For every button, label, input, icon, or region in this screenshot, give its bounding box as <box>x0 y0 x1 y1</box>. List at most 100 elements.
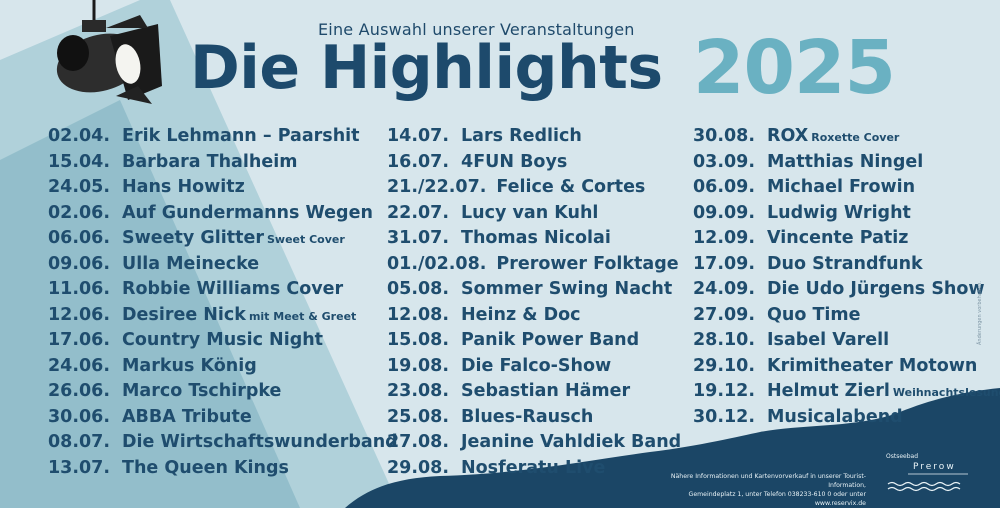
event-date: 27.08. <box>387 432 450 452</box>
event-item: 27.09. Quo Time <box>693 303 1000 329</box>
event-date: 24.06. <box>48 355 111 376</box>
event-item: 08.07. Die Wirtschaftswunderband <box>48 430 398 456</box>
event-date: 16.07. <box>387 151 450 172</box>
event-date: 11.06. <box>48 279 111 299</box>
event-name: Ulla Meinecke <box>122 253 260 274</box>
event-item: 22.07. Lucy van Kuhl <box>387 201 681 227</box>
event-name: Die Udo Jürgens Show <box>767 279 985 299</box>
event-item: 15.04. Barbara Thalheim <box>48 150 398 176</box>
event-name: Nosferatu Live <box>461 457 606 478</box>
event-date: 30.06. <box>48 406 111 427</box>
event-date: 03.09. <box>693 151 756 172</box>
event-date: 17.06. <box>48 330 111 350</box>
wave-lines-icon <box>887 481 961 492</box>
event-date: 06.09. <box>693 177 756 197</box>
event-column-2: 14.07. Lars Redlich 16.07. 4FUN Boys 21./2… <box>387 124 681 481</box>
event-date: 28.10. <box>693 330 756 350</box>
event-item: 16.07. 4FUN Boys <box>387 150 681 176</box>
event-item: 17.06. Country Music Night <box>48 328 398 354</box>
event-name: Hans Howitz <box>122 177 245 197</box>
event-item: 12.09. Vincente Patiz <box>693 226 1000 252</box>
event-name: Vincente Patiz <box>767 228 909 248</box>
event-date: 29.08. <box>387 457 450 478</box>
logo-subtitle: Ostseebad <box>886 453 919 460</box>
event-note: mit Meet & Greet <box>248 309 357 323</box>
event-item: 03.09. Matthias Ningel <box>693 150 1000 176</box>
event-item: 06.06. Sweety Glitter Sweet Cover <box>48 226 398 252</box>
event-item: 19.08. Die Falco-Show <box>387 354 681 380</box>
event-item: 29.10. Krimitheater Motown <box>693 354 1000 380</box>
event-name: Isabel Varell <box>767 330 890 350</box>
event-date: 31.07. <box>387 228 450 248</box>
event-name: Jeanine Vahldiek Band <box>461 432 682 452</box>
event-date: 21./22.07. <box>387 177 487 197</box>
event-date: 05.08. <box>387 279 450 299</box>
event-date: 12.09. <box>693 228 756 248</box>
event-name: Die Wirtschaftswunderband <box>122 432 398 452</box>
event-date: 19.12. <box>693 381 756 401</box>
event-name: Lucy van Kuhl <box>461 202 599 223</box>
event-date: 12.08. <box>387 304 450 325</box>
event-name: Sebastian Hämer <box>461 381 631 401</box>
event-date: 27.09. <box>693 304 756 325</box>
event-item: 19.12. Helmut Zierl Weihnachtslesung <box>693 379 1000 405</box>
event-name: Erik Lehmann – Paarshit <box>122 126 360 146</box>
event-date: 24.05. <box>48 177 111 197</box>
event-item: 30.12. Musicalabend <box>693 405 1000 431</box>
event-item: 21./22.07. Felice & Cortes <box>387 175 681 201</box>
event-date: 15.04. <box>48 151 111 172</box>
event-date: 17.09. <box>693 253 756 274</box>
event-item: 29.08. Nosferatu Live <box>387 456 681 482</box>
event-name: Robbie Williams Cover <box>122 279 344 299</box>
event-item: 26.06. Marco Tschirpke <box>48 379 398 405</box>
event-name: Quo Time <box>767 304 861 325</box>
event-item: 28.10. Isabel Varell <box>693 328 1000 354</box>
event-item: 01./02.08. Prerower Folktage <box>387 252 681 278</box>
event-date: 30.08. <box>693 126 756 146</box>
event-name: Heinz & Doc <box>461 304 581 325</box>
event-name: Musicalabend <box>767 406 903 427</box>
event-name: Ludwig Wright <box>767 202 911 223</box>
event-name: Helmut Zierl <box>767 381 890 401</box>
event-item: 15.08. Panik Power Band <box>387 328 681 354</box>
event-name: Marco Tschirpke <box>122 381 282 401</box>
event-date: 13.07. <box>48 457 111 478</box>
event-date: 09.09. <box>693 202 756 223</box>
event-item: 23.08. Sebastian Hämer <box>387 379 681 405</box>
poster-year: 2025 <box>693 25 896 111</box>
event-item: 31.07. Thomas Nicolai <box>387 226 681 252</box>
event-date: 30.12. <box>693 406 756 427</box>
event-name: Prerower Folktage <box>496 253 679 274</box>
footer-info: Nähere Informationen und Kartenvorverkau… <box>658 472 866 508</box>
poster-title: Die Highlights <box>190 33 663 103</box>
event-item: 05.08. Sommer Swing Nacht <box>387 277 681 303</box>
event-column-3: 30.08. ROX Roxette Cover 03.09. Matthias Ni… <box>693 124 1000 430</box>
event-item: 30.08. ROX Roxette Cover <box>693 124 1000 150</box>
spotlight-beam-inner <box>0 100 300 508</box>
event-name: Auf Gundermanns Wegen <box>122 202 373 223</box>
event-name: Markus König <box>122 355 257 376</box>
event-date: 08.07. <box>48 432 111 452</box>
event-name: Die Falco-Show <box>461 355 612 376</box>
event-item: 06.09. Michael Frowin <box>693 175 1000 201</box>
event-date: 06.06. <box>48 228 111 248</box>
event-item: 12.08. Heinz & Doc <box>387 303 681 329</box>
event-date: 23.08. <box>387 381 450 401</box>
event-name: The Queen Kings <box>122 457 289 478</box>
event-date: 12.06. <box>48 304 111 325</box>
event-name: Desiree Nick <box>122 304 246 325</box>
event-name: Krimitheater Motown <box>767 355 978 376</box>
disclaimer: Änderungen vorbehalten. <box>977 281 983 345</box>
event-item: 27.08. Jeanine Vahldiek Band <box>387 430 681 456</box>
poster-subtitle: Eine Auswahl unserer Veranstaltungen <box>318 20 635 39</box>
event-item: 24.06. Markus König <box>48 354 398 380</box>
event-name: Barbara Thalheim <box>122 151 298 172</box>
footer-wave <box>345 388 1000 508</box>
event-item: 14.07. Lars Redlich <box>387 124 681 150</box>
event-item: 12.06. Desiree Nick mit Meet & Greet <box>48 303 398 329</box>
event-name: Country Music Night <box>122 330 324 350</box>
event-name: Panik Power Band <box>461 330 640 350</box>
event-item: 24.05. Hans Howitz <box>48 175 398 201</box>
